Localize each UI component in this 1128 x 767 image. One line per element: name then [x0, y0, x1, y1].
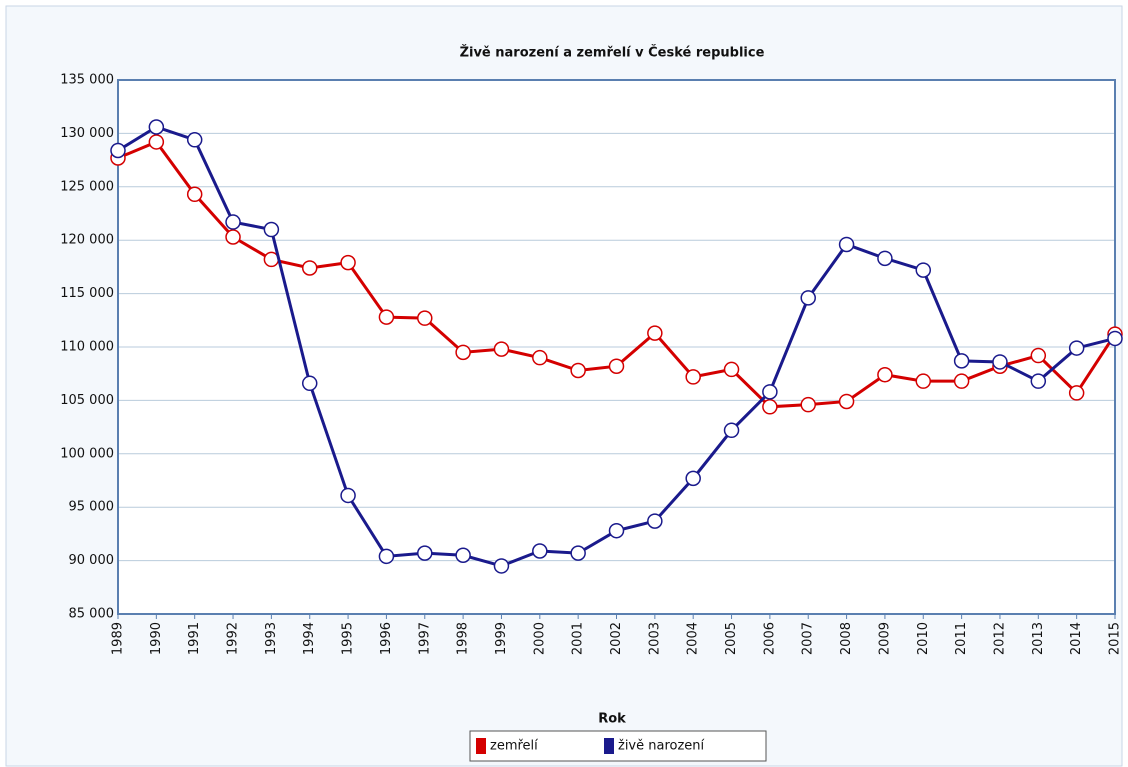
point [570, 362, 586, 379]
point [762, 399, 778, 415]
point [877, 250, 893, 267]
point [800, 396, 816, 413]
point [225, 229, 241, 245]
point [263, 221, 280, 238]
point [110, 142, 126, 159]
x-tick-label: 2000 [532, 622, 547, 655]
legend-box [469, 730, 767, 762]
x-tick-label: 1996 [379, 622, 394, 655]
point [186, 132, 203, 148]
point [647, 513, 663, 529]
y-tick-label: 85 000 [69, 607, 115, 622]
point [455, 547, 471, 564]
x-tick-label: 2001 [571, 622, 586, 655]
point [838, 236, 855, 253]
x-tick-label: 2015 [1108, 622, 1123, 655]
x-tick-label: 2008 [839, 622, 854, 655]
point [148, 134, 165, 150]
x-tick-label: 2006 [762, 622, 777, 655]
x-tick-label: 2012 [992, 622, 1007, 655]
point [570, 545, 586, 561]
point [532, 543, 548, 559]
x-axis-label: Rok [598, 712, 626, 727]
point [1068, 385, 1085, 401]
point [608, 522, 625, 539]
point [455, 344, 471, 361]
point [647, 325, 663, 341]
point [378, 309, 395, 325]
x-tick-label: 2005 [724, 622, 739, 655]
x-tick-label: 1993 [264, 622, 279, 655]
x-tick-label: 2002 [609, 622, 624, 655]
y-tick-label: 110 000 [60, 340, 114, 355]
point [1030, 347, 1047, 364]
point [1068, 340, 1085, 356]
y-tick-label: 120 000 [60, 233, 114, 248]
point [723, 422, 740, 439]
point [953, 353, 970, 369]
y-tick-label: 90 000 [69, 553, 115, 568]
x-tick-label: 1990 [149, 622, 164, 655]
legend-label: zemřelí [490, 739, 538, 754]
x-tick-label: 2007 [801, 622, 816, 655]
point [532, 349, 548, 366]
point [301, 375, 318, 392]
x-tick-label: 2010 [916, 622, 931, 655]
x-tick-label: 1995 [341, 622, 356, 655]
point [800, 290, 816, 306]
x-tick-label: 2011 [954, 622, 969, 655]
x-tick-label: 2009 [877, 622, 892, 655]
point [493, 341, 510, 357]
x-tick-label: 1998 [456, 622, 471, 655]
point [723, 361, 740, 378]
y-tick-label: 130 000 [60, 126, 114, 141]
x-tick-label: 2003 [647, 622, 662, 655]
point [186, 186, 203, 203]
point [762, 384, 778, 400]
y-tick-label: 115 000 [60, 286, 114, 301]
point [685, 369, 701, 385]
plot-border [117, 79, 1116, 615]
y-tick-label: 95 000 [69, 500, 115, 515]
legend-swatch [604, 738, 614, 754]
point [417, 545, 433, 561]
x-tick-label: 1999 [494, 622, 509, 655]
y-tick-label: 135 000 [60, 73, 114, 88]
x-tick-label: 1997 [417, 622, 432, 655]
point [493, 558, 510, 574]
point [608, 358, 625, 374]
point [1030, 373, 1047, 389]
x-tick-label: 2004 [686, 622, 701, 655]
x-tick-label: 1991 [187, 622, 202, 655]
y-tick-label: 100 000 [60, 446, 114, 461]
legend-label: živě narození [618, 739, 705, 754]
point [685, 470, 701, 487]
x-tick-label: 1989 [111, 622, 126, 655]
point [340, 254, 356, 271]
point [148, 119, 165, 135]
point [225, 214, 241, 230]
y-tick-label: 105 000 [60, 393, 114, 408]
point [838, 393, 855, 410]
x-tick-label: 1992 [226, 622, 241, 655]
point [992, 354, 1008, 370]
point [417, 310, 433, 326]
point [301, 260, 318, 276]
y-tick-label: 125 000 [60, 179, 114, 194]
point [1107, 330, 1123, 347]
chart-title: Živě narození a zemřelí v České republic… [460, 45, 765, 61]
x-tick-label: 2013 [1031, 622, 1046, 655]
point [915, 262, 932, 278]
x-tick-label: 2014 [1069, 622, 1084, 655]
point [877, 367, 893, 383]
point [915, 373, 932, 389]
legend-swatch [476, 738, 486, 754]
point [340, 487, 356, 504]
point [953, 373, 970, 389]
x-tick-label: 1994 [302, 622, 317, 655]
point [378, 548, 395, 565]
